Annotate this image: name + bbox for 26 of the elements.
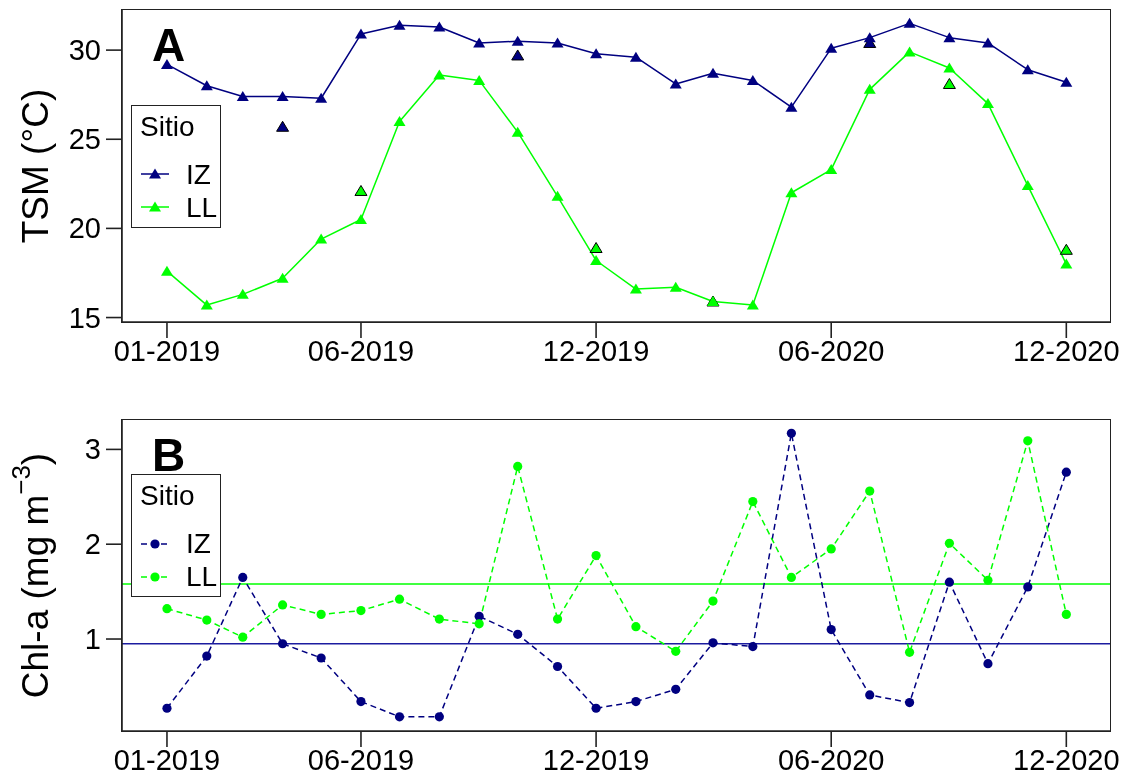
x-tick-label: 01-2019 [113, 334, 221, 367]
x-tick-label: 06-2020 [777, 334, 885, 367]
y-tick-label: 25 [68, 123, 101, 156]
x-tick-label: 06-2019 [307, 334, 415, 367]
legend-label: LL [186, 560, 218, 593]
x-tick-label: 06-2019 [307, 743, 415, 776]
legend-label: IZ [186, 527, 211, 560]
x-tick-label: 12-2020 [1013, 743, 1120, 776]
y-tick-label: 3 [84, 433, 101, 466]
annotation: A [152, 19, 186, 71]
annotation: B [152, 429, 186, 481]
y-tick-label: 30 [68, 34, 101, 67]
y-tick-label: 20 [68, 212, 101, 245]
legend-label: IZ [186, 157, 211, 191]
x-tick-label: 12-2019 [542, 743, 650, 776]
x-tick-label: 01-2019 [113, 743, 221, 776]
y-tick-label: 1 [84, 623, 101, 656]
x-tick-label: 06-2020 [777, 743, 885, 776]
legend-title: Sitio [140, 479, 196, 513]
y-axis-title: TSM (°C) [14, 88, 56, 244]
legend-title: Sitio [140, 109, 196, 144]
x-tick-label: 12-2019 [542, 334, 650, 367]
y-tick-label: 2 [84, 528, 101, 561]
legend-label: LL [186, 190, 218, 224]
y-tick-label: 15 [68, 301, 101, 334]
x-tick-label: 12-2020 [1013, 334, 1120, 367]
